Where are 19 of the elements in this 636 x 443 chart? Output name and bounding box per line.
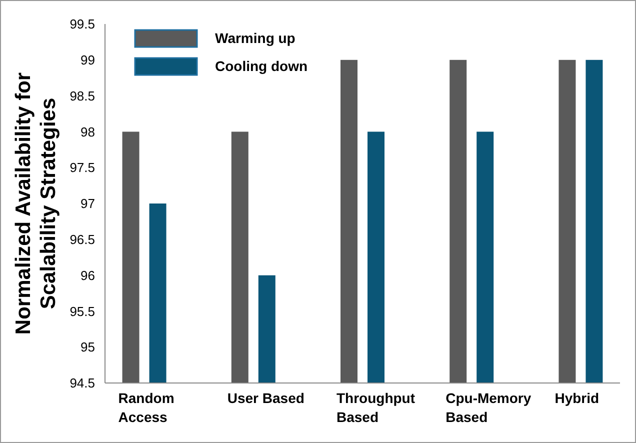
x-tick-label: Throughput Based <box>336 390 416 425</box>
y-tick-label: 99.5 <box>70 16 95 32</box>
x-tick-label: Hybrid <box>554 390 600 406</box>
y-tick-label: 98 <box>80 124 95 140</box>
y-tick-label: 96.5 <box>70 232 95 247</box>
y-tick-label: 97.5 <box>70 160 95 176</box>
y-tick-label: 98.5 <box>70 88 95 104</box>
x-tick-label: Random Access <box>118 390 174 425</box>
y-tick-label: 95.5 <box>70 304 95 319</box>
x-tick-label: User Based <box>227 390 304 406</box>
y-tick-label: 97 <box>80 196 95 212</box>
y-tick-label: 95 <box>80 340 95 355</box>
y-tick-label: 99 <box>80 52 95 68</box>
y-tick-label: 94.5 <box>70 376 95 391</box>
y-tick-label: 96 <box>80 268 95 283</box>
y-axis-title: Normalized Availability for Scalability Strategies <box>12 72 60 335</box>
legend-label: Cooling down <box>215 58 308 74</box>
legend-label: Warming up <box>215 30 296 46</box>
x-tick-label: Cpu-Memory Based <box>446 390 532 425</box>
